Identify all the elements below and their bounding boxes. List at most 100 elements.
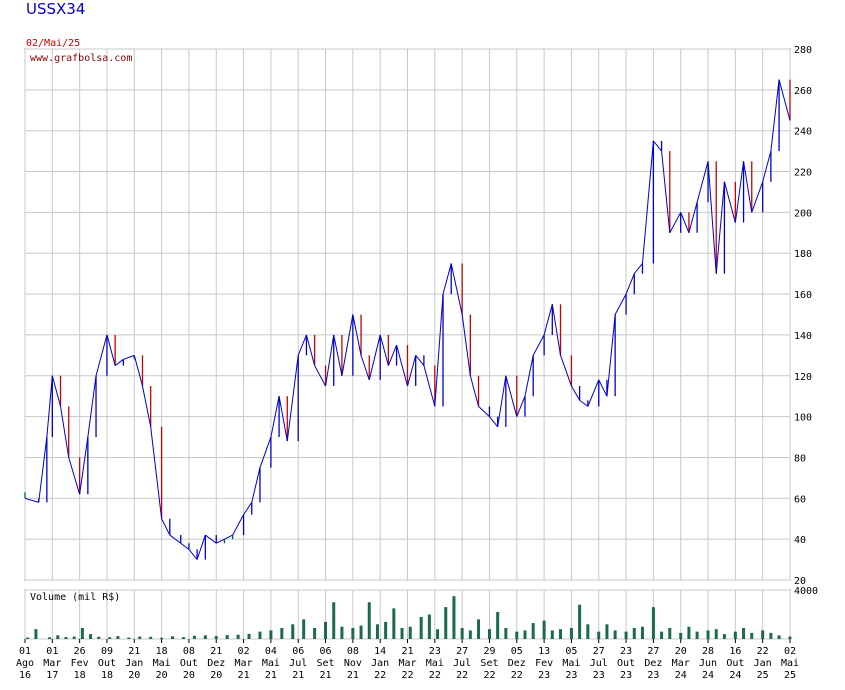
x-tick-label: 21 <box>292 670 304 681</box>
x-tick-label: Mar <box>43 658 61 669</box>
price-segment <box>232 514 245 536</box>
price-segment <box>286 355 299 442</box>
volume-bar <box>384 621 388 639</box>
volume-bar <box>97 636 101 639</box>
x-tick-label: Mar <box>398 658 416 669</box>
x-tick-label: 23 <box>620 646 632 657</box>
x-tick-label: 16 <box>729 646 741 657</box>
x-tick-label: 22 <box>511 670 523 681</box>
price-y-tick-label: 180 <box>794 249 812 260</box>
x-tick-label: 20 <box>183 670 195 681</box>
x-tick-label: 23 <box>593 670 605 681</box>
volume-bar <box>777 635 781 639</box>
volume-bar <box>181 637 185 639</box>
volume-label: Volume (mil R$) <box>30 592 120 603</box>
volume-bar <box>89 634 93 639</box>
volume-bar <box>340 626 344 639</box>
x-tick-label: Mai <box>262 658 280 669</box>
x-tick-label: Mai <box>426 658 444 669</box>
x-tick-label: 22 <box>456 670 468 681</box>
volume-bar <box>714 629 718 639</box>
volume-bar <box>302 619 306 639</box>
price-y-tick-label: 280 <box>794 45 812 56</box>
price-segment <box>715 181 725 274</box>
volume-bar <box>171 636 175 639</box>
price-y-tick-label: 200 <box>794 208 812 219</box>
volume-bar <box>613 630 617 639</box>
volume-bar <box>214 636 218 639</box>
price-segment <box>762 150 772 182</box>
volume-bar <box>542 620 546 639</box>
volume-bar <box>651 607 655 639</box>
price-segment <box>478 406 490 417</box>
volume-bar <box>34 629 38 639</box>
x-tick-label: 26 <box>74 646 86 657</box>
volume-bar <box>408 626 412 639</box>
x-tick-label: Jan <box>125 658 143 669</box>
volume-bar <box>280 627 284 639</box>
price-y-tick-label: 240 <box>794 127 812 138</box>
volume-bar <box>72 636 76 639</box>
volume-bar <box>597 631 601 639</box>
price-y-axis: 20 40 60 80 100 120 140 160 180 200 220 240 260 280 <box>794 45 812 587</box>
x-tick-label: 22 <box>429 670 441 681</box>
volume-bar <box>605 624 609 639</box>
price-y-tick-label: 80 <box>794 453 806 464</box>
price-segment <box>133 355 143 387</box>
x-tick-label: 21 <box>128 646 140 657</box>
volume-bar <box>523 630 527 639</box>
price-segment <box>270 396 280 438</box>
x-tick-label: 27 <box>647 646 659 657</box>
x-tick-label: 24 <box>675 670 687 681</box>
price-segment <box>661 151 671 233</box>
x-tick-label: Dez <box>207 658 225 669</box>
x-tick-label: 09 <box>101 646 113 657</box>
volume-bar <box>149 636 153 639</box>
price-segment <box>106 334 116 366</box>
price-segment <box>680 212 690 233</box>
volume-bar <box>436 629 440 639</box>
price-segment <box>68 457 81 495</box>
price-segment <box>543 304 553 336</box>
volume-bar <box>624 631 628 639</box>
x-tick-label: 22 <box>374 670 386 681</box>
x-tick-label: 22 <box>483 670 495 681</box>
price-segment <box>696 161 709 203</box>
x-tick-label: 29 <box>483 646 495 657</box>
x-tick-label: Jul <box>289 658 307 669</box>
volume-bar <box>632 627 636 639</box>
x-tick-label: 24 <box>729 670 741 681</box>
volume-bar <box>313 627 317 639</box>
x-tick-label: Dez <box>644 658 662 669</box>
volume-bar <box>400 627 404 639</box>
price-segment <box>524 355 534 397</box>
x-tick-label: 01 <box>19 646 31 657</box>
volume-panel: 4000 Volume (mil R$) <box>24 586 818 640</box>
volume-bar <box>679 632 683 639</box>
x-tick-label: Ago <box>16 658 34 669</box>
price-segment <box>723 181 736 223</box>
price-segment <box>278 396 288 442</box>
price-segment <box>95 334 108 376</box>
price-segment <box>251 467 261 503</box>
price-segment <box>434 294 444 407</box>
x-tick-label: Dez <box>508 658 526 669</box>
x-tick-label: 08 <box>183 646 195 657</box>
price-segment <box>87 375 97 438</box>
price-y-tick-label: 40 <box>794 535 806 546</box>
volume-bar <box>247 633 251 639</box>
volume-bar <box>359 625 363 639</box>
volume-bar <box>108 637 112 639</box>
price-segment <box>161 518 171 536</box>
price-segment <box>587 379 600 407</box>
price-y-tick-label: 120 <box>794 372 812 383</box>
x-tick-label: 23 <box>620 670 632 681</box>
volume-bar <box>487 629 491 639</box>
price-y-tick-label: 140 <box>794 331 812 342</box>
price-segment <box>51 375 62 407</box>
x-tick-label: 02 <box>238 646 250 657</box>
volume-bar <box>269 630 273 639</box>
volume-bar <box>668 627 672 639</box>
volume-bar <box>192 635 196 639</box>
